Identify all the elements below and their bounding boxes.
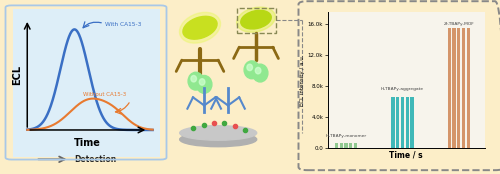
Text: Time: Time bbox=[74, 138, 101, 148]
X-axis label: Time / s: Time / s bbox=[390, 151, 423, 160]
Text: Detection: Detection bbox=[74, 155, 117, 164]
Ellipse shape bbox=[183, 16, 217, 39]
Ellipse shape bbox=[180, 12, 220, 43]
Bar bbox=[401, 97, 404, 148]
Text: ECL: ECL bbox=[12, 65, 22, 85]
Bar bbox=[457, 28, 460, 148]
Bar bbox=[396, 97, 400, 148]
Y-axis label: ECL intensity / a.u.: ECL intensity / a.u. bbox=[300, 54, 305, 106]
Ellipse shape bbox=[241, 10, 271, 29]
Bar bbox=[462, 28, 465, 148]
Ellipse shape bbox=[180, 126, 256, 140]
Ellipse shape bbox=[180, 132, 256, 147]
Bar bbox=[349, 143, 352, 148]
Circle shape bbox=[191, 76, 196, 82]
Text: H₂TBAPy-aggregate: H₂TBAPy-aggregate bbox=[381, 87, 424, 91]
Text: With CA15-3: With CA15-3 bbox=[106, 22, 142, 27]
Text: Without CA15-3: Without CA15-3 bbox=[84, 92, 126, 97]
Circle shape bbox=[244, 61, 260, 79]
Bar bbox=[344, 143, 348, 148]
Bar bbox=[466, 28, 470, 148]
Ellipse shape bbox=[236, 7, 276, 32]
Circle shape bbox=[200, 79, 205, 85]
Circle shape bbox=[188, 72, 204, 90]
Bar bbox=[410, 97, 414, 148]
Text: H₂TBAPy-monomer: H₂TBAPy-monomer bbox=[326, 134, 366, 138]
Bar bbox=[452, 28, 456, 148]
Circle shape bbox=[256, 67, 261, 74]
Bar bbox=[335, 143, 338, 148]
Bar bbox=[406, 97, 409, 148]
Bar bbox=[340, 143, 343, 148]
Circle shape bbox=[196, 76, 212, 93]
Circle shape bbox=[252, 64, 268, 82]
Bar bbox=[391, 97, 394, 148]
Text: Zr-TBAPy-MOF: Zr-TBAPy-MOF bbox=[444, 22, 474, 26]
Bar bbox=[448, 28, 451, 148]
Circle shape bbox=[247, 64, 252, 71]
Bar bbox=[354, 143, 357, 148]
